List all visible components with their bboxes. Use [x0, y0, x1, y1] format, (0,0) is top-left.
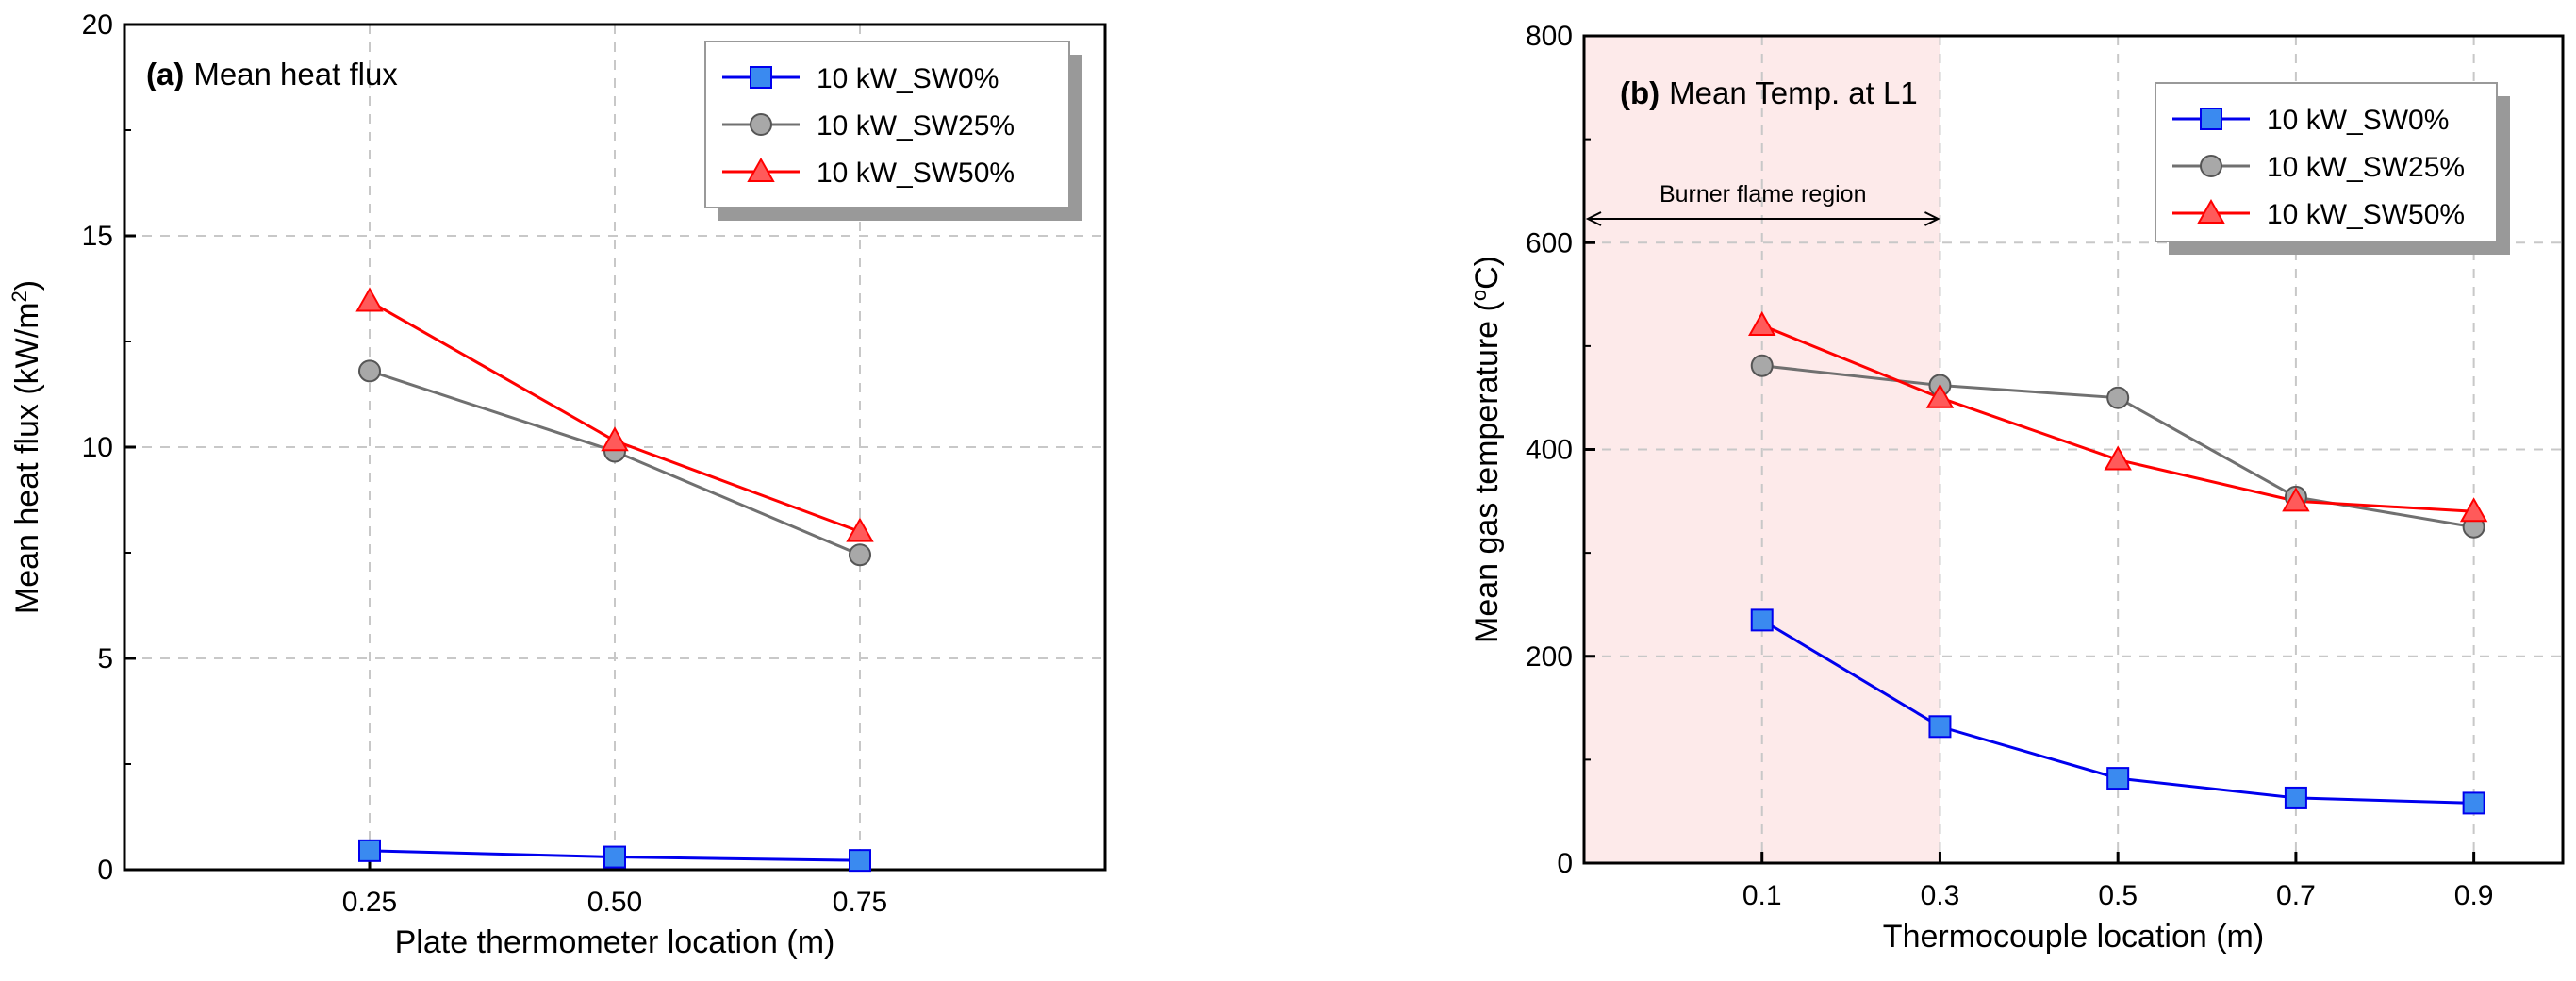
y-tick-label: 200: [1526, 641, 1573, 673]
y-tick-label: 600: [1526, 227, 1573, 258]
y-axis-title-sup: 2: [8, 291, 31, 302]
panel-title: (a) Mean heat flux: [146, 57, 398, 91]
legend-marker-1: [2200, 155, 2222, 177]
y-tick-label: 0: [97, 855, 113, 886]
legend-label-2: 10 kW_SW50%: [2267, 199, 2465, 230]
data-point-series-1: [2106, 386, 2130, 409]
legend-label-0: 10 kW_SW0%: [817, 63, 999, 94]
data-point-series-0: [1928, 715, 1952, 739]
y-tick-label: 0: [1557, 848, 1573, 879]
y-axis-title-main: Mean gas temperature (: [1469, 300, 1505, 643]
y-axis-title: Mean heat flux (kW/m2): [8, 280, 45, 614]
x-tick-label: 0.25: [342, 887, 397, 918]
panel-title-text: Mean heat flux: [193, 57, 398, 91]
data-point-series-2: [1748, 310, 1776, 336]
data-point-series-2: [1925, 383, 1955, 408]
legend-label-1: 10 kW_SW25%: [817, 110, 1015, 141]
panel-letter: (a): [146, 57, 184, 91]
panel-title: (b) Mean Temp. at L1: [1620, 75, 1918, 110]
panel-a: 0 5 10 15 20 0.25 0.50 0.75 Plate thermometer lo…: [8, 9, 1107, 960]
x-axis-title: Thermocouple location (m): [1883, 919, 2264, 955]
y-tick-label: 5: [97, 643, 113, 674]
y-tick-label: 20: [82, 9, 113, 41]
data-point-series-2: [601, 426, 629, 452]
legend-label-0: 10 kW_SW0%: [2267, 105, 2449, 136]
y-axis-title-main: Mean heat flux (kW/m: [9, 302, 45, 614]
data-point-series-2: [2282, 487, 2310, 512]
legend-marker-1: [750, 113, 772, 136]
data-point-series-1: [849, 543, 871, 567]
y-axis-title: Mean gas temperature (oC): [1467, 256, 1505, 643]
y-tick-label: 800: [1526, 21, 1573, 52]
data-point-series-0: [358, 839, 381, 862]
legend-marker-0: [2200, 108, 2222, 130]
data-point-series-1: [1750, 354, 1774, 377]
y-axis-title-close: ): [9, 280, 45, 291]
region-arrow-head-left: [1585, 211, 1602, 226]
y-tick-label: 10: [82, 432, 113, 463]
panel-title-text: Mean Temp. at L1: [1669, 75, 1918, 110]
legend-label-1: 10 kW_SW25%: [2267, 152, 2465, 183]
data-point-series-2: [846, 517, 874, 542]
data-point-series-1: [358, 359, 381, 383]
y-tick-label: 400: [1526, 435, 1573, 466]
panel-b: Burner flame region 0 200 400 600 800 0.1 0.3 0.…: [1467, 21, 2565, 955]
data-point-series-0: [2106, 767, 2130, 790]
legend-marker-2: [747, 157, 775, 182]
data-point-series-0: [1750, 608, 1774, 632]
x-tick-label: 0.3: [1921, 880, 1960, 911]
x-axis-title: Plate thermometer location (m): [395, 924, 835, 960]
y-axis-title-close: C): [1469, 256, 1505, 290]
panel-letter: (b): [1620, 75, 1660, 110]
x-tick-label: 0.75: [833, 887, 887, 918]
legend: 10 kW_SW0% 10 kW_SW25% 10 kW_SW50%: [704, 41, 1082, 221]
region-arrow-head-right: [1924, 211, 1940, 226]
region-label: Burner flame region: [1660, 181, 1867, 208]
data-point-series-0: [2284, 786, 2307, 809]
legend: 10 kW_SW0% 10 kW_SW25% 10 kW_SW50%: [2155, 82, 2510, 255]
y-axis-title-sup: o: [1467, 290, 1491, 301]
legend-marker-0: [750, 66, 772, 89]
legend-marker-2: [2197, 198, 2225, 224]
x-tick-label: 0.50: [587, 887, 642, 918]
data-point-series-0: [2462, 791, 2485, 815]
legend-label-2: 10 kW_SW50%: [817, 158, 1015, 189]
data-point-series-2: [355, 287, 384, 312]
data-point-series-0: [849, 849, 871, 873]
data-point-series-2: [2459, 497, 2488, 523]
x-tick-label: 0.9: [2454, 880, 2494, 911]
x-tick-label: 0.7: [2276, 880, 2316, 911]
y-tick-label: 15: [82, 221, 113, 252]
x-tick-label: 0.5: [2098, 880, 2138, 911]
data-point-series-2: [2104, 445, 2132, 471]
data-point-series-0: [603, 845, 626, 869]
x-tick-label: 0.1: [1742, 880, 1782, 911]
